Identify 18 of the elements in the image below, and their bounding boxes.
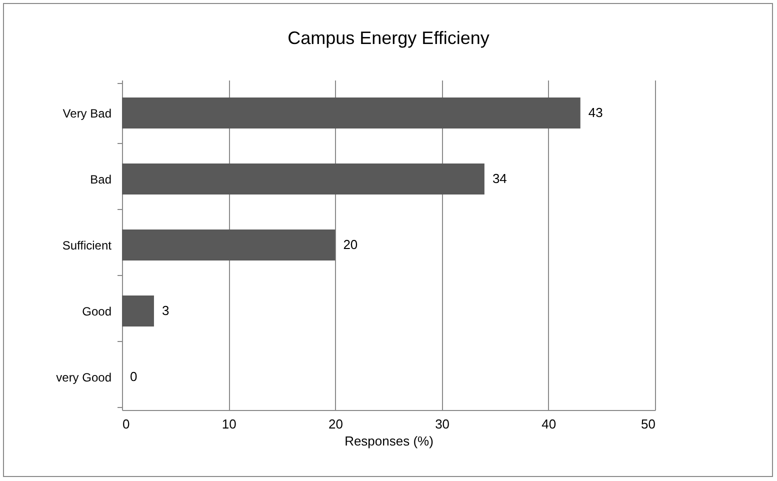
data-label: 3: [162, 303, 170, 318]
data-label: 34: [492, 171, 507, 186]
data-label: 20: [343, 237, 358, 252]
x-tick-label: 40: [542, 416, 556, 432]
y-tick-label: Bad: [90, 172, 112, 186]
data-label: 0: [130, 369, 138, 384]
y-tick-label: Sufficient: [62, 238, 112, 252]
chart-title: Campus Energy Efficieny: [288, 28, 490, 48]
y-tick-label: Good: [82, 304, 112, 318]
x-tick-label: 0: [122, 416, 130, 432]
x-tick-label: 50: [641, 416, 656, 432]
data-label: 43: [588, 105, 603, 120]
x-tick-label: 10: [222, 416, 236, 432]
x-tick-label: 20: [328, 416, 343, 432]
x-axis-title: Responses (%): [344, 434, 434, 448]
y-tick-label: Very Bad: [62, 106, 112, 120]
x-tick-label: 30: [435, 416, 450, 432]
y-tick-label: very Good: [56, 370, 112, 384]
